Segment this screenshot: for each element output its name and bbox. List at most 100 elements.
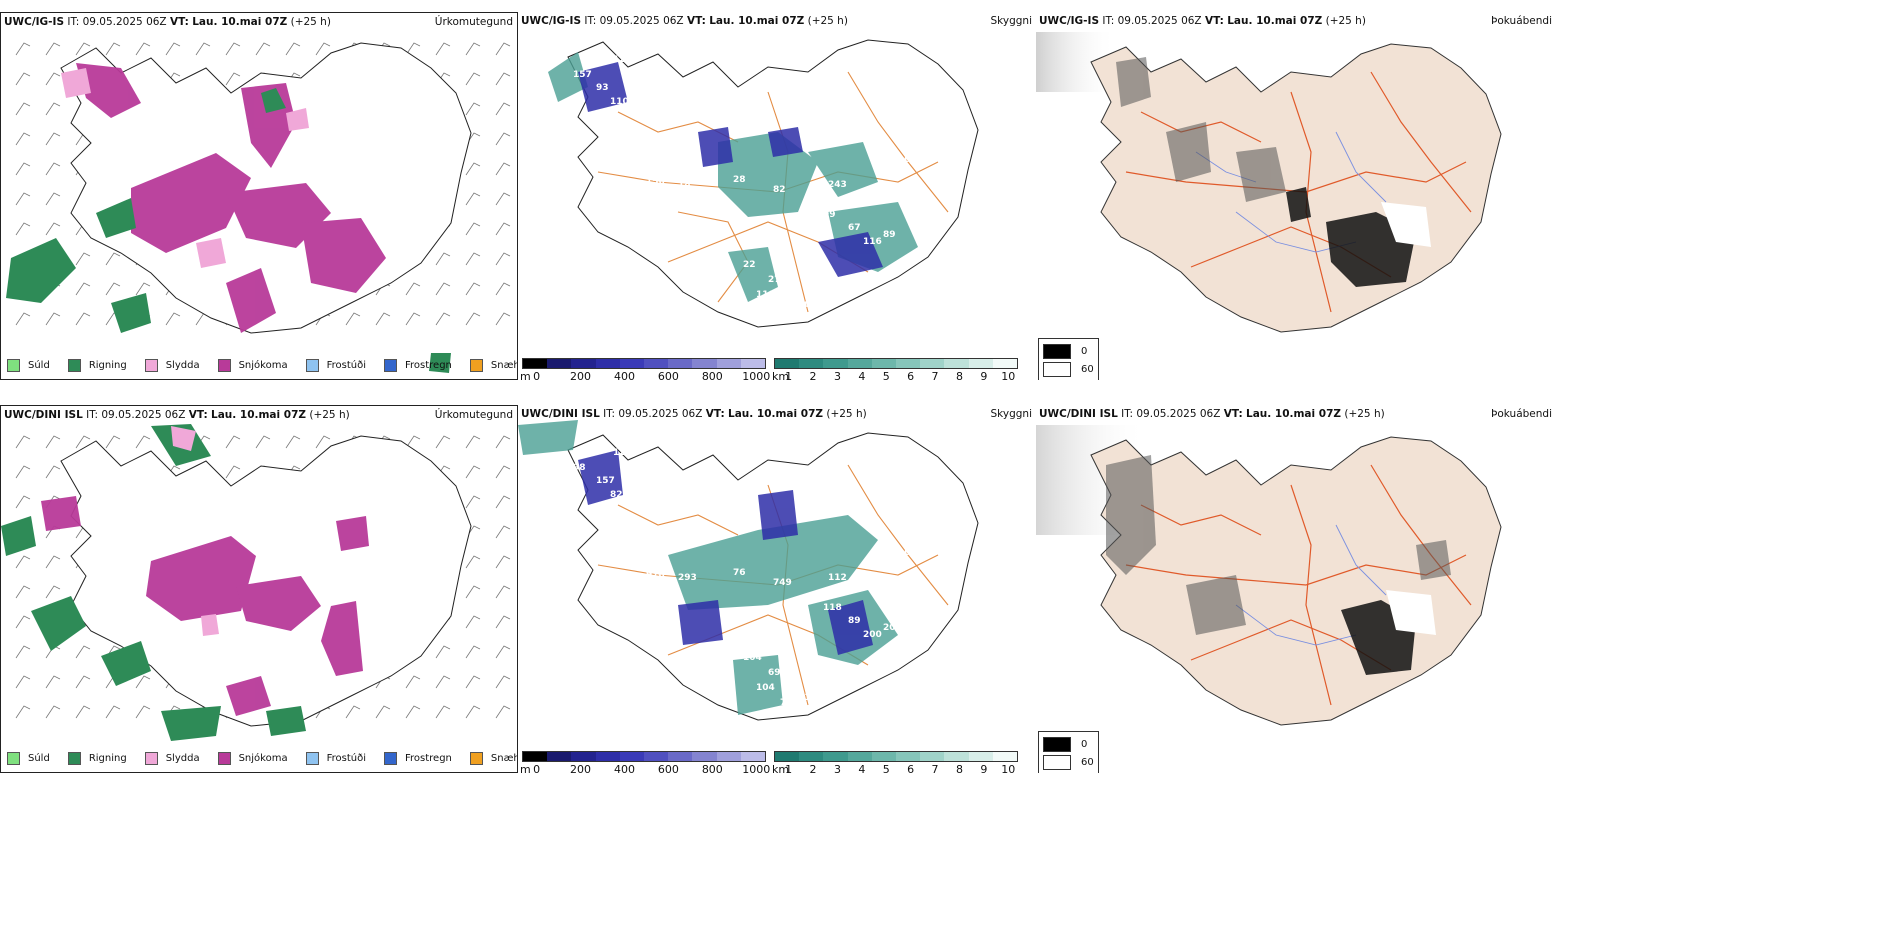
panel-header: UWC/IG-IS IT: 09.05.2025 06Z VT: Lau. 10… — [4, 16, 331, 28]
legend-label: Snjókoma — [238, 753, 288, 764]
legend-item: Slydda — [144, 752, 200, 765]
iceland-cloud-map: 123 98 157 82 88 104 252 195 978 293 76 749 112 118 89… — [518, 420, 979, 721]
fog-legend-label: 0 — [1081, 345, 1088, 357]
precip-type-legend: Súld Rigning Slydda Snjókoma Frostúði Frostre… — [7, 752, 517, 765]
colorbar-tick: 9 — [980, 370, 988, 380]
wind-barb-icon — [75, 252, 91, 266]
colorbar-step — [523, 752, 548, 761]
cloud-base-label: 118 — [823, 603, 842, 613]
panel-header: UWC/IG-IS IT: 09.05.2025 06Z VT: Lau. 10… — [1039, 15, 1366, 27]
colorbar-step — [692, 359, 717, 368]
panel-header: UWC/DINI ISL IT: 09.05.2025 06Z VT: Lau.… — [1039, 408, 1385, 420]
colorbar-step — [523, 359, 548, 368]
wind-barb-icon — [495, 645, 511, 659]
wind-barb-icon — [465, 615, 481, 629]
cloud-base-label: 79 — [780, 698, 793, 708]
legend-label: Snæhagl — [490, 360, 517, 371]
colorbar-step — [775, 752, 800, 761]
fog-legend: 0 60 — [1038, 731, 1099, 773]
wind-barb-icon — [465, 435, 481, 449]
panel-title: Úrkomutegund — [434, 409, 513, 421]
cloud-base-label: 20 — [798, 300, 811, 310]
cloud-base-label: 79 — [936, 250, 949, 260]
cloud-base-label: 126 — [920, 205, 939, 215]
colorbar-step — [920, 752, 945, 761]
wind-barb-icon — [45, 555, 61, 569]
cloud-base-label: 101 — [898, 155, 917, 165]
wind-barb-icon — [465, 645, 481, 659]
wind-barb-icon — [45, 435, 61, 449]
colorbar-tick: 8 — [955, 763, 963, 773]
colorbar-step — [619, 752, 645, 761]
wind-barb-icon — [15, 42, 31, 56]
cloudbase-ticks: m 0 200 400 600 800 1000 — [520, 369, 770, 380]
wind-barb-icon — [45, 465, 61, 479]
panel-header: UWC/DINI ISL IT: 09.05.2025 06Z VT: Lau.… — [521, 408, 867, 420]
precip-type-panel-1: UWC/IG-IS IT: 09.05.2025 06Z VT: Lau. 10… — [0, 12, 518, 380]
wind-barb-icon — [75, 675, 91, 689]
colorbar-tick: 6 — [907, 370, 915, 380]
colorbar-step — [968, 359, 993, 368]
legend-label: Snæhagl — [490, 753, 517, 764]
wind-barb-icon — [375, 705, 391, 719]
wind-barb-icon — [465, 705, 481, 719]
legend-item: Snæhagl — [469, 359, 517, 372]
cloud-base-label: 110 — [610, 97, 629, 107]
wind-barb-icon — [15, 222, 31, 236]
cloud-base-label: 69 — [768, 668, 781, 678]
fog-panel-1: UWC/IG-IS IT: 09.05.2025 06Z VT: Lau. 10… — [1036, 12, 1556, 380]
fog-legend-label: 60 — [1081, 756, 1094, 768]
fog-legend-row: 0 — [1043, 735, 1094, 753]
colorbar-tick: 3 — [833, 763, 841, 773]
legend-item: Rigning — [67, 752, 127, 765]
cloud-base-label: 82 — [610, 490, 623, 500]
legend-label: Rigning — [88, 360, 127, 371]
wind-barb-icon — [105, 42, 121, 56]
colorbar-step — [571, 359, 596, 368]
colorbar-step — [992, 359, 1018, 368]
wind-barb-icon — [15, 675, 31, 689]
colorbar-tick: 400 — [613, 763, 635, 773]
wind-barb-icon — [345, 705, 361, 719]
colorbar-tick: 0 — [533, 763, 541, 773]
colorbar-step — [547, 359, 572, 368]
colorbar-step — [799, 752, 824, 761]
wind-barb-icon — [75, 282, 91, 296]
legend-label: Frostregn — [405, 753, 452, 764]
visibility-ticks: km 1 2 3 4 5 6 7 8 9 10 — [772, 369, 1018, 380]
wind-barb-icon — [495, 585, 511, 599]
legend-swatch — [384, 752, 397, 765]
wind-barb-icon — [225, 465, 241, 479]
wind-barb-icon — [435, 675, 451, 689]
colorbar-step — [968, 752, 993, 761]
legend-item: Frostregn — [384, 752, 452, 765]
colorbar-tick: 800 — [701, 763, 723, 773]
wind-barb-icon — [435, 252, 451, 266]
colorbar-step — [823, 752, 848, 761]
wind-barb-icon — [105, 282, 121, 296]
colorbar-step — [896, 359, 921, 368]
colorbar-tick: 200 — [570, 370, 592, 380]
colorbar-step — [619, 359, 645, 368]
legend-label: Súld — [28, 360, 50, 371]
wind-barb-icon — [135, 675, 151, 689]
cloud-base-label: 12 — [613, 55, 626, 65]
wind-barb-icon — [45, 192, 61, 206]
colorbar-step — [595, 359, 620, 368]
wind-barb-icon — [45, 162, 61, 176]
colorbar-tick: 5 — [882, 763, 890, 773]
wind-barb-icon — [315, 42, 331, 56]
wind-barb-icon — [465, 42, 481, 56]
wind-barb-icon — [15, 555, 31, 569]
wind-barb-icon — [75, 312, 91, 326]
colorbar-step — [871, 359, 897, 368]
colorbar-step — [944, 752, 969, 761]
legend-label: Snjókoma — [238, 360, 288, 371]
legend-swatch — [7, 752, 20, 765]
legend-swatch — [67, 752, 81, 765]
wind-barb-icon — [135, 705, 151, 719]
colorbar-step — [547, 752, 572, 761]
colorbar-step — [668, 752, 693, 761]
cloud-base-label: 276 — [768, 275, 787, 285]
wind-barb-icon — [15, 162, 31, 176]
